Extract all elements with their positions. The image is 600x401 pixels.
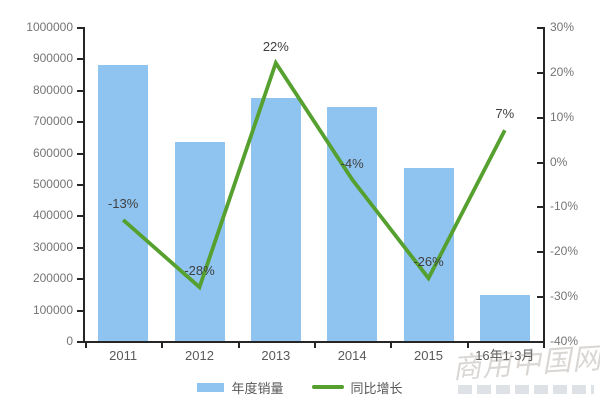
y-right-tick--20% — [537, 251, 543, 254]
x-tick — [161, 343, 164, 348]
y-left-tick-label: 300000 — [32, 239, 73, 254]
x-category-label-2015: 2015 — [414, 348, 443, 363]
y-right-tick--40% — [537, 341, 543, 343]
x-category-label-16年1-3月: 16年1-3月 — [475, 348, 535, 363]
y-left-tick-label: 200000 — [32, 271, 73, 286]
x-axis — [83, 341, 545, 343]
point-label--28%: -28% — [184, 263, 215, 279]
y-left-tick-0 — [77, 341, 83, 343]
x-tick — [466, 343, 469, 348]
y-right-tick-label: 30% — [550, 20, 575, 34]
point-label-22%: 22% — [262, 38, 289, 54]
x-tick — [237, 343, 240, 348]
x-tick — [390, 343, 393, 348]
y-axis-left — [83, 27, 85, 343]
bar-2014 — [327, 107, 378, 341]
y-right-tick-label: 10% — [550, 109, 575, 124]
y-left-tick-600000 — [77, 152, 83, 155]
legend-item-bars: 年度销量 — [197, 378, 284, 397]
y-left-tick-1000000 — [77, 27, 83, 29]
point-label--13%: -13% — [107, 195, 139, 211]
y-left-tick-label: 600000 — [32, 145, 73, 160]
y-right-tick-10% — [537, 116, 543, 119]
legend-bar-swatch-icon — [197, 382, 225, 392]
x-category-label-2012: 2012 — [185, 348, 214, 363]
point-label--4%: -4% — [340, 155, 364, 171]
y-left-tick-100000 — [77, 309, 83, 312]
y-right-tick-0% — [537, 161, 543, 164]
y-right-tick-label: -20% — [550, 244, 579, 259]
y-left-tick-400000 — [77, 215, 83, 218]
legend-label: 年度销量 — [231, 380, 284, 396]
growth-line — [121, 58, 507, 291]
bar-16年1-3月 — [479, 295, 530, 341]
bar-2011 — [98, 64, 149, 341]
x-tick — [314, 343, 316, 348]
point-label-7%: 7% — [495, 106, 515, 122]
point-label--26%: -26% — [413, 254, 444, 270]
y-left-tick-900000 — [77, 58, 83, 61]
y-right-tick-30% — [537, 27, 543, 29]
x-tick — [85, 343, 87, 348]
y-right-tick-20% — [537, 71, 543, 74]
y-right-tick-label: -10% — [550, 199, 579, 214]
legend-line-swatch-icon — [311, 385, 344, 389]
y-right-tick--30% — [537, 296, 543, 299]
y-left-tick-800000 — [77, 89, 83, 92]
y-right-tick-label: -40% — [550, 334, 579, 348]
y-right-tick--10% — [537, 206, 543, 209]
legend: 年度销量 同比增长 — [0, 376, 600, 398]
bar-2013 — [250, 97, 301, 341]
y-left-tick-700000 — [77, 121, 83, 124]
y-left-tick-label: 500000 — [32, 177, 73, 191]
x-category-label-2014: 2014 — [337, 348, 367, 363]
y-left-tick-label: 800000 — [32, 82, 73, 97]
legend-label: 同比增长 — [350, 380, 403, 396]
y-right-tick-label: 0% — [550, 154, 568, 169]
x-tick — [543, 343, 545, 348]
y-left-tick-200000 — [77, 278, 83, 281]
y-left-tick-label: 1000000 — [26, 20, 73, 34]
y-right-tick-label: 20% — [550, 64, 575, 79]
y-right-tick-label: -30% — [550, 289, 579, 304]
y-left-tick-label: 700000 — [32, 114, 73, 129]
x-category-label-2011: 2011 — [109, 348, 138, 363]
y-left-tick-label: 100000 — [32, 302, 73, 317]
x-category-label-2013: 2013 — [261, 348, 291, 363]
y-left-tick-label: 900000 — [32, 51, 73, 66]
y-left-tick-500000 — [77, 184, 83, 186]
legend-item-line: 同比增长 — [311, 378, 403, 397]
y-left-tick-label: 400000 — [32, 208, 73, 223]
y-axis-right — [543, 27, 545, 343]
y-left-tick-300000 — [77, 246, 83, 249]
y-left-tick-label: 0 — [66, 334, 73, 348]
